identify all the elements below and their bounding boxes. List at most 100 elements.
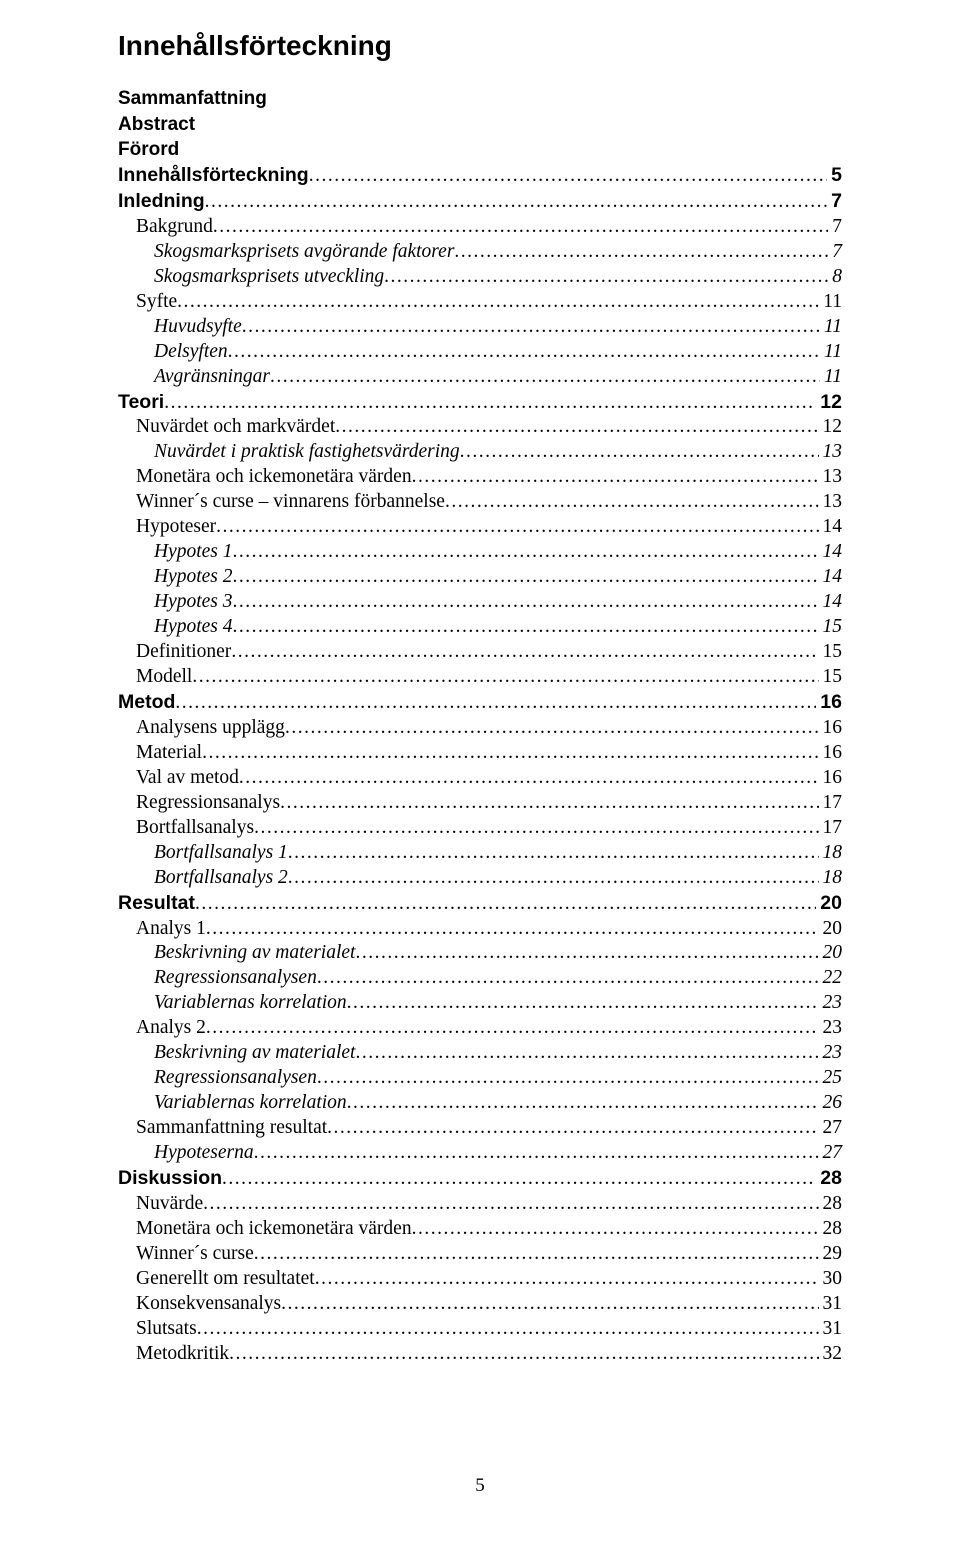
toc-entry-page: 28 [816, 1166, 842, 1191]
toc-entry-page: 7 [828, 215, 842, 240]
toc-leader-dots [288, 841, 819, 866]
toc-leader-dots [327, 1116, 818, 1141]
toc-entry-label: Syfte [118, 290, 177, 315]
toc-entry-page: 28 [819, 1217, 843, 1242]
toc-leader-dots [175, 691, 816, 716]
toc-entry: Bortfallsanalys17 [118, 816, 842, 841]
page: Innehållsförteckning Sammanfattning Abst… [0, 0, 960, 1541]
toc-entry-label: Winner´s curse [118, 1242, 254, 1267]
toc-entry-page: 16 [819, 741, 843, 766]
toc-leader-dots [206, 917, 819, 942]
toc-entry: Metod16 [118, 690, 842, 716]
toc-entry-page: 8 [828, 265, 842, 290]
toc-entry-page: 20 [819, 941, 843, 966]
toc-entry: Regressionsanalysen25 [118, 1066, 842, 1091]
toc-entry-label: Analys 2 [118, 1016, 206, 1041]
toc-entry: Generellt om resultatet 30 [118, 1267, 842, 1292]
toc-entry-page: 20 [816, 891, 842, 916]
toc-entry-page: 5 [827, 163, 842, 188]
toc-entry-page: 7 [828, 240, 842, 265]
table-of-contents: Innehållsförteckning5Inledning7Bakgrund7… [118, 163, 842, 1367]
toc-leader-dots [288, 866, 819, 891]
toc-entry-page: 26 [819, 1091, 843, 1116]
toc-entry: Beskrivning av materialet23 [118, 1041, 842, 1066]
toc-entry-page: 23 [819, 1016, 843, 1041]
toc-entry-label: Avgränsningar [118, 365, 270, 390]
toc-entry-label: Regressionsanalysen [118, 966, 317, 991]
toc-entry: Syfte11 [118, 290, 842, 315]
toc-entry-page: 31 [819, 1292, 843, 1317]
toc-leader-dots [195, 892, 816, 917]
toc-leader-dots [281, 1292, 818, 1317]
toc-entry-page: 16 [819, 766, 843, 791]
toc-leader-dots [202, 741, 818, 766]
toc-entry-page: 13 [819, 440, 843, 465]
toc-leader-dots [347, 1091, 819, 1116]
toc-entry-page: 18 [819, 866, 843, 891]
toc-entry-page: 17 [819, 791, 843, 816]
toc-entry: Monetära och ickemonetära värden 28 [118, 1217, 842, 1242]
toc-leader-dots [233, 590, 819, 615]
toc-entry: Sammanfattning resultat27 [118, 1116, 842, 1141]
toc-leader-dots [192, 665, 818, 690]
toc-entry-label: Generellt om resultatet [118, 1267, 315, 1292]
toc-entry: Hypotes 214 [118, 565, 842, 590]
toc-entry-label: Nuvärdet i praktisk fastighetsvärdering [118, 440, 460, 465]
toc-leader-dots [164, 391, 816, 416]
toc-entry: Analys 2 23 [118, 1016, 842, 1041]
toc-entry: Winner´s curse – vinnarens förbannelse13 [118, 490, 842, 515]
toc-entry: Nuvärdet och markvärdet12 [118, 415, 842, 440]
toc-entry: Teori12 [118, 390, 842, 416]
toc-entry-page: 15 [819, 615, 843, 640]
toc-entry-label: Monetära och ickemonetära värden [118, 1217, 412, 1242]
toc-entry-label: Analys 1 [118, 917, 206, 942]
toc-leader-dots [233, 540, 819, 565]
toc-entry: Metodkritik32 [118, 1342, 842, 1367]
toc-entry-label: Resultat [118, 891, 195, 916]
toc-entry-label: Inledning [118, 189, 205, 214]
front-matter-line: Sammanfattning [118, 86, 842, 112]
toc-leader-dots [445, 490, 819, 515]
toc-entry-page: 15 [819, 640, 843, 665]
toc-entry-label: Val av metod [118, 766, 239, 791]
toc-entry: Analysens upplägg16 [118, 716, 842, 741]
toc-entry: Bortfallsanalys 118 [118, 841, 842, 866]
toc-entry: Konsekvensanalys31 [118, 1292, 842, 1317]
toc-entry-label: Variablernas korrelation [118, 1091, 347, 1116]
toc-leader-dots [315, 1267, 819, 1292]
toc-entry-page: 28 [819, 1192, 843, 1217]
toc-entry-page: 22 [819, 966, 843, 991]
toc-entry: Analys 120 [118, 917, 842, 942]
toc-leader-dots [347, 991, 819, 1016]
toc-leader-dots [222, 1167, 816, 1192]
toc-entry-label: Definitioner [118, 640, 231, 665]
page-title: Innehållsförteckning [118, 30, 842, 62]
toc-entry-page: 31 [819, 1317, 843, 1342]
toc-leader-dots [412, 1217, 819, 1242]
toc-entry-page: 14 [819, 590, 843, 615]
toc-leader-dots [203, 1192, 818, 1217]
toc-entry: Hypoteserna27 [118, 1141, 842, 1166]
toc-entry: Avgränsningar11 [118, 365, 842, 390]
toc-entry-page: 30 [819, 1267, 843, 1292]
toc-leader-dots [317, 966, 819, 991]
toc-entry: Bakgrund7 [118, 215, 842, 240]
front-matter-line: Abstract [118, 112, 842, 138]
toc-leader-dots [454, 240, 828, 265]
toc-leader-dots [460, 440, 819, 465]
toc-entry-label: Variablernas korrelation [118, 991, 347, 1016]
toc-entry: Bortfallsanalys 218 [118, 866, 842, 891]
toc-leader-dots [229, 1342, 818, 1367]
toc-entry-label: Skogsmarksprisets avgörande faktorer [118, 240, 454, 265]
toc-entry-label: Regressionsanalysen [118, 1066, 317, 1091]
toc-entry: Delsyften11 [118, 340, 842, 365]
toc-entry-page: 11 [820, 340, 842, 365]
toc-entry-label: Hypoteserna [118, 1141, 254, 1166]
toc-leader-dots [384, 265, 828, 290]
toc-entry-page: 32 [819, 1342, 843, 1367]
toc-leader-dots [206, 1016, 819, 1041]
toc-entry-page: 14 [819, 515, 843, 540]
toc-leader-dots [205, 190, 827, 215]
toc-leader-dots [213, 215, 828, 240]
toc-entry-label: Modell [118, 665, 192, 690]
